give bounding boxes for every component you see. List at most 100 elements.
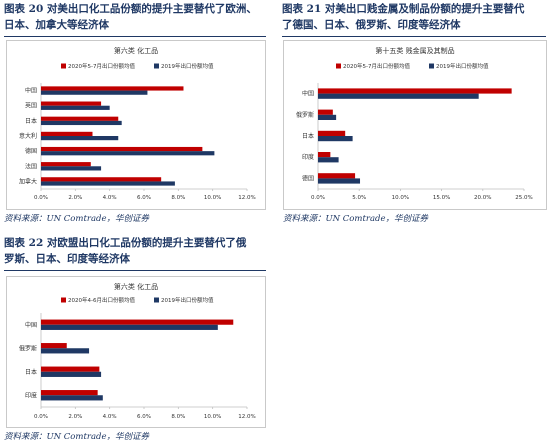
bar-中国-series-1 [318,88,512,94]
bar-日本-series-2 [41,371,102,377]
x-tick-label: 12.0% [238,195,255,201]
x-tick-label: 0.0% [34,414,48,420]
x-tick-label: 12.0% [238,414,255,420]
bar-德国-series-2 [318,178,361,184]
category-label: 法国 [25,162,37,170]
legend-label-1: 2020年5-7月出口份额均值 [68,62,135,70]
category-label: 印度 [25,391,37,399]
figure-21-svg: 第十五类 贱金属及其制品 2020年5-7月出口份额均值 2019年出口份额均值 0.… [296,46,533,201]
figure-22-source: 资料来源：UN Comtrade，华创证券 [4,432,150,442]
legend-swatch-2 [429,63,434,69]
category-label: 俄罗斯 [296,111,314,119]
legend-swatch-1 [61,297,66,303]
bar-日本-series-2 [318,136,353,142]
bar-日本-series-2 [41,120,122,126]
bar-印度-series-1 [318,152,331,158]
bar-印度-series-2 [41,395,103,401]
figure-22-caption-line1: 图表 22 对欧盟出口化工品份额的提升主要替代了俄 [4,237,247,249]
figure-21-caption-line2: 了德国、日本、俄罗斯、印度等经济体 [282,19,461,31]
figure-21-source: 资料来源：UN Comtrade，华创证券 [283,214,429,224]
bar-英国-series-1 [41,101,102,106]
bar-日本-series-1 [318,130,346,136]
legend-swatch-2 [154,63,159,69]
category-label: 德国 [25,147,37,155]
category-label: 日本 [302,132,314,140]
x-tick-label: 4.0% [103,195,117,201]
bar-中国-series-2 [41,324,218,330]
bar-日本-series-1 [41,116,119,121]
x-tick-label: 6.0% [137,414,151,420]
chart-title: 第十五类 贱金属及其制品 [375,46,454,55]
bar-加拿大-series-2 [41,181,175,186]
figure-20-chart: 第六类 化工品 2020年5-7月出口份额均值 2019年出口份额均值 0.0% 2.0… [6,40,266,210]
bar-中国-series-1 [41,319,234,325]
x-tick-label: 5.0% [352,195,366,201]
legend-label-1: 2020年4-6月出口份额均值 [68,296,135,304]
category-label: 英国 [25,102,37,110]
x-tick-label: 8.0% [171,414,185,420]
figure-20-svg: 第六类 化工品 2020年5-7月出口份额均值 2019年出口份额均值 0.0% 2.0… [19,46,256,201]
x-tick-label: 10.0% [204,195,221,201]
bar-日本-series-1 [41,366,100,372]
legend-label-1: 2020年5-7月出口份额均值 [343,62,410,70]
bar-德国-series-2 [41,151,215,156]
category-label: 加拿大 [19,177,37,185]
legend-swatch-1 [61,63,66,69]
category-label: 中国 [302,90,314,98]
legend-label-2: 2019年出口份额均值 [436,62,489,70]
x-tick-label: 8.0% [171,195,185,201]
figure-20-rule [4,36,266,37]
x-tick-label: 10.0% [204,414,221,420]
category-label: 中国 [25,321,37,329]
x-tick-label: 6.0% [137,195,151,201]
chart-title: 第六类 化工品 [114,46,158,55]
figure-22-chart: 第六类 化工品 2020年4-6月出口份额均值 2019年出口份额均值 0.0% 2.0… [6,276,266,428]
x-tick-label: 4.0% [103,414,117,420]
x-tick-label: 20.0% [474,195,491,201]
bar-加拿大-series-1 [41,177,162,182]
x-tick-label: 2.0% [68,195,82,201]
legend-label-2: 2019年出口份额均值 [161,62,214,70]
x-tick-label: 0.0% [34,195,48,201]
bar-意大利-series-1 [41,131,93,136]
bar-英国-series-2 [41,105,110,110]
bar-中国-series-1 [41,86,184,91]
bar-意大利-series-2 [41,136,119,141]
figure-22-rule [4,270,266,271]
figure-20-caption-line2: 日本、加拿大等经济体 [4,19,109,31]
figure-21-rule [282,36,546,37]
category-label: 印度 [302,153,314,161]
bar-中国-series-2 [41,90,148,95]
bar-俄罗斯-series-2 [41,348,90,354]
x-tick-label: 0.0% [311,195,325,201]
bar-俄罗斯-series-2 [318,114,337,120]
figure-21-caption-line1: 图表 21 对美出口贱金属及制品份额的提升主要替代 [282,3,525,15]
chart-title: 第六类 化工品 [114,282,158,291]
x-tick-label: 2.0% [68,414,82,420]
x-tick-label: 15.0% [433,195,450,201]
category-label: 俄罗斯 [19,344,37,352]
category-label: 日本 [25,117,37,125]
x-tick-label: 10.0% [392,195,409,201]
bar-中国-series-2 [318,93,479,99]
legend-label-2: 2019年出口份额均值 [161,296,214,304]
bar-德国-series-1 [41,146,203,152]
x-tick-label: 25.0% [515,195,532,201]
bar-印度-series-2 [318,157,339,163]
category-label: 中国 [25,87,37,95]
bar-印度-series-1 [41,390,98,396]
category-label: 日本 [25,368,37,376]
bar-法国-series-2 [41,166,102,171]
figure-22-svg: 第六类 化工品 2020年4-6月出口份额均值 2019年出口份额均值 0.0% 2.0… [19,282,256,420]
figure-20-caption-line1: 图表 20 对美出口化工品份额的提升主要替代了欧洲、 [4,3,257,15]
figure-20-source: 资料来源：UN Comtrade，华创证券 [4,214,150,224]
legend-swatch-2 [154,297,159,303]
figure-22-caption-line2: 罗斯、日本、印度等经济体 [4,253,130,265]
bar-俄罗斯-series-1 [41,343,67,349]
category-label: 意大利 [19,132,37,140]
figure-21-chart: 第十五类 贱金属及其制品 2020年5-7月出口份额均值 2019年出口份额均值 0.… [283,40,547,210]
bar-俄罗斯-series-1 [318,109,333,115]
bar-法国-series-1 [41,162,91,167]
bar-德国-series-1 [318,173,356,179]
category-label: 德国 [302,174,314,182]
